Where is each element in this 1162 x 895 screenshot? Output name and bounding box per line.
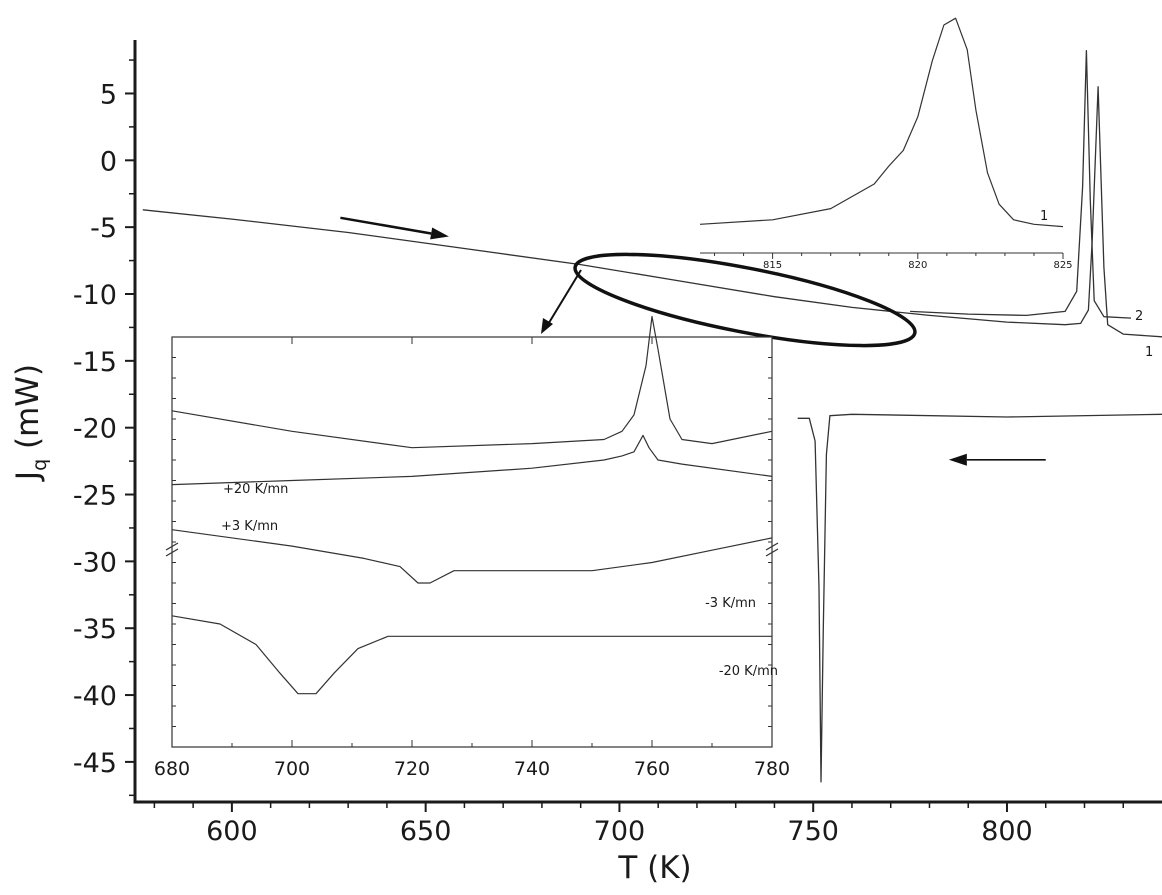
inset-x-tick-label: 780 (754, 758, 790, 780)
y-tick-label: -10 (73, 280, 117, 311)
y-tick-label: -40 (73, 681, 117, 712)
y-tick-label: -15 (73, 347, 117, 378)
y-tick-label: 5 (100, 79, 117, 110)
inset-x-tick-label: 720 (394, 758, 430, 780)
x-tick-label: 600 (206, 816, 258, 847)
peak-x-tick-label: 825 (1053, 260, 1072, 271)
inset-detail: 680 700 720 740 760 780 +20 K/mn +3 K/mn -3 K/m… (154, 317, 790, 781)
inset-x-tick-label: 740 (514, 758, 550, 780)
y-tick-label: -25 (73, 481, 117, 512)
inset-x-tick-label: 700 (274, 758, 310, 780)
series-label-1: 1 (1145, 345, 1153, 360)
x-tick-label: 700 (594, 816, 646, 847)
main-x-axis-title: T (K) (617, 850, 691, 886)
y-tick-label: -30 (73, 547, 117, 578)
inset-series-label: +3 K/mn (221, 519, 278, 534)
y-title-symbol: J (10, 471, 46, 482)
y-title-unit: (mW) (10, 364, 46, 459)
x-tick-label: 650 (400, 816, 452, 847)
y-tick-label: 0 (100, 146, 117, 177)
inset-series-label: -3 K/mn (705, 596, 756, 611)
peak-series-label: 1 (1040, 209, 1048, 224)
y-tick-label: -5 (90, 213, 117, 244)
series-label-2: 2 (1135, 309, 1143, 324)
inset-x-tick-label: 760 (634, 758, 670, 780)
y-tick-label: -20 (73, 414, 117, 445)
y-title-subscript: q (29, 459, 51, 471)
inset-series-label: +20 K/mn (223, 482, 288, 497)
y-tick-label: -35 (73, 614, 117, 645)
x-tick-label: 800 (981, 816, 1033, 847)
inset-x-tick-label: 680 (154, 758, 190, 780)
y-tick-label: -45 (73, 748, 117, 779)
x-tick-label: 750 (787, 816, 839, 847)
inset-series-label: -20 K/mn (719, 664, 778, 679)
peak-x-tick-label: 820 (908, 260, 927, 271)
peak-x-tick-label: 815 (763, 260, 782, 271)
